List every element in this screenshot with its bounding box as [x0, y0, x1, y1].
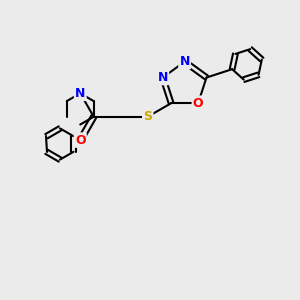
Text: S: S	[143, 110, 152, 123]
Text: O: O	[193, 97, 203, 110]
Text: N: N	[179, 55, 190, 68]
Text: N: N	[75, 87, 86, 100]
Text: O: O	[75, 134, 86, 147]
Text: N: N	[158, 71, 168, 84]
